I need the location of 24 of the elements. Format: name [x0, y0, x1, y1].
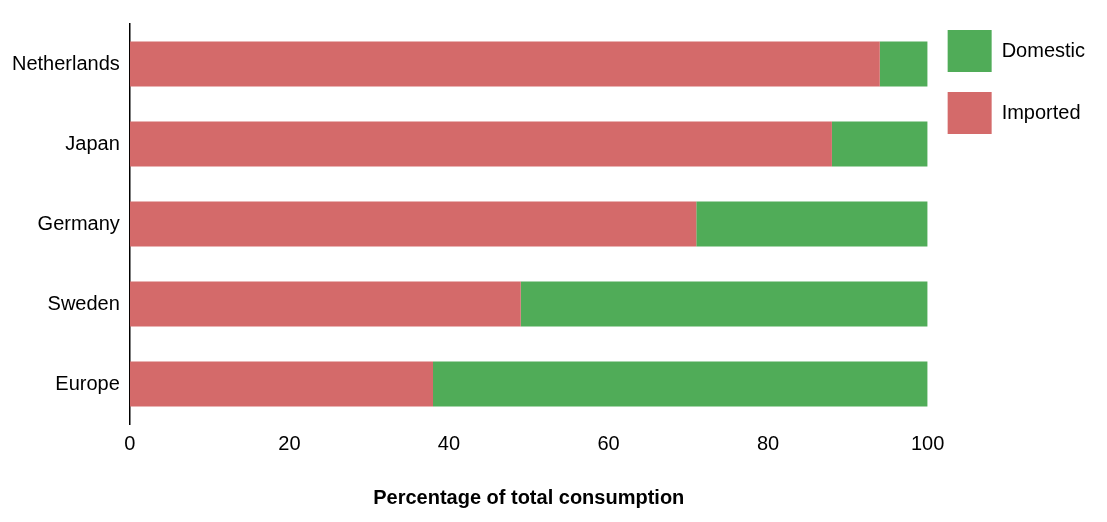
- x-tick-label: 60: [597, 431, 620, 454]
- x-axis-title: Percentage of total consumption: [373, 485, 685, 508]
- bar: [129, 361, 434, 407]
- x-tick-label: 20: [278, 431, 301, 454]
- y-tick-label: Europe: [55, 371, 120, 394]
- bar: [129, 201, 697, 247]
- x-tick-label: 40: [437, 431, 461, 454]
- x-tick-label: 100: [910, 431, 945, 454]
- legend-label: Imported: [1001, 100, 1081, 123]
- x-tick-label: 0: [124, 431, 136, 454]
- bar: [520, 281, 928, 327]
- y-tick-label: Netherlands: [12, 51, 120, 74]
- bar: [433, 361, 928, 407]
- bar: [129, 41, 880, 87]
- y-tick-label: Germany: [37, 211, 120, 234]
- bar: [879, 41, 928, 87]
- bar: [831, 121, 928, 167]
- legend-label: Domestic: [1001, 38, 1086, 61]
- y-tick-label: Japan: [65, 131, 120, 154]
- y-tick-label: Sweden: [47, 291, 120, 314]
- bar: [129, 281, 521, 327]
- x-tick-label: 80: [756, 431, 780, 454]
- bar: [129, 121, 832, 167]
- bar: [696, 201, 928, 247]
